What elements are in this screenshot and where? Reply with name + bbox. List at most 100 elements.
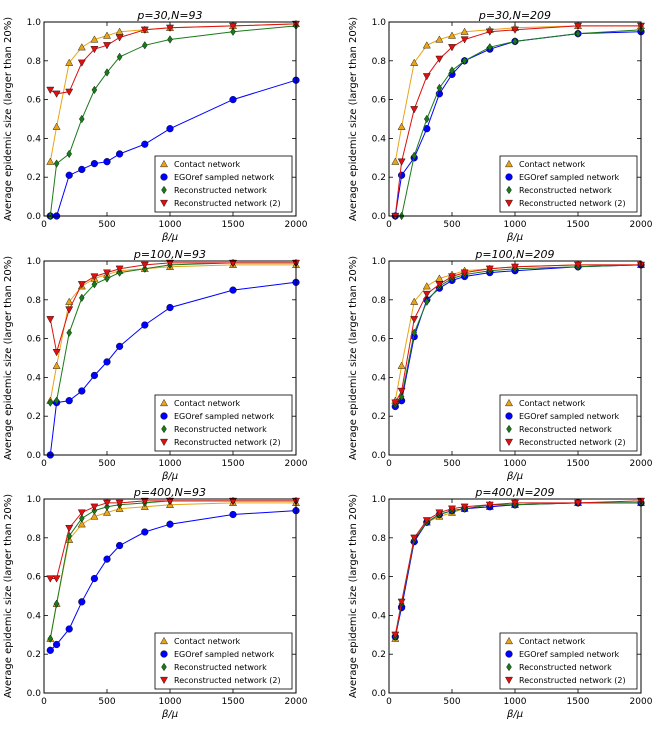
- data-point: [448, 44, 456, 52]
- legend-entry: EGOref sampled network: [174, 173, 275, 182]
- series-line: [50, 262, 296, 404]
- data-point: [65, 297, 74, 305]
- legend-marker: [505, 636, 513, 645]
- data-point: [66, 328, 72, 337]
- legend-entry: Contact network: [174, 399, 241, 408]
- chart-title: p=100,N=93: [133, 248, 206, 261]
- plot-area: [391, 260, 645, 411]
- y-tick-label: 1.0: [372, 18, 387, 28]
- x-tick-label: 0: [386, 220, 392, 230]
- legend-box: [154, 632, 293, 690]
- data-point: [460, 503, 469, 511]
- x-tick-label: 2000: [285, 220, 308, 230]
- data-point: [448, 31, 456, 39]
- x-axis-label: β/μ: [506, 709, 523, 720]
- chart-title: p=400,N=93: [133, 486, 206, 499]
- legend-marker: [160, 159, 168, 168]
- series-egoref: [391, 261, 645, 411]
- data-point: [103, 31, 111, 39]
- data-point: [79, 514, 85, 523]
- legend: Contact network EGOref sampled network Rec…: [154, 394, 293, 452]
- data-point: [422, 517, 431, 525]
- series-contact: [46, 19, 300, 165]
- data-point: [47, 634, 54, 643]
- data-point: [46, 86, 55, 94]
- y-tick-label: 0.4: [27, 611, 42, 621]
- series-reconstructed2: [46, 497, 300, 583]
- legend-marker: [161, 185, 167, 195]
- legend-entry: Reconstructed network (2): [174, 438, 281, 447]
- x-tick-label: 0: [386, 697, 392, 707]
- y-axis-label: Average epidemic size (larger than 20%): [3, 17, 14, 221]
- x-tick-label: 1000: [159, 220, 182, 230]
- data-point: [166, 24, 174, 32]
- x-tick-label: 1500: [222, 220, 245, 230]
- series-line: [394, 502, 641, 639]
- legend: Contact network EGOref sampled network Rec…: [154, 632, 293, 690]
- data-point: [52, 90, 61, 98]
- y-tick-label: 0.8: [27, 534, 42, 544]
- data-point: [103, 358, 111, 366]
- legend-box: [499, 155, 638, 213]
- x-tick-label: 1500: [222, 459, 245, 469]
- series-line: [394, 502, 641, 637]
- series-egoref: [46, 76, 300, 220]
- plot-area: [391, 21, 645, 221]
- legend-entry: Reconstructed network (2): [519, 199, 626, 208]
- x-tick-label: 1000: [159, 459, 182, 469]
- series-line: [50, 23, 297, 95]
- data-point: [142, 41, 148, 50]
- x-tick-label: 500: [98, 220, 115, 230]
- y-tick-label: 0.2: [372, 173, 386, 183]
- data-point: [78, 387, 86, 395]
- legend-marker: [160, 636, 168, 645]
- chart-title: p=30,N=209: [478, 9, 551, 22]
- data-point: [436, 83, 443, 93]
- data-point: [229, 510, 237, 519]
- x-tick-label: 500: [443, 459, 460, 469]
- data-point: [574, 22, 582, 30]
- data-point: [104, 274, 110, 283]
- data-point: [46, 316, 55, 324]
- data-point: [511, 263, 519, 271]
- y-tick-label: 0.6: [372, 573, 387, 583]
- data-point: [115, 34, 124, 42]
- data-point: [422, 282, 431, 290]
- legend-marker: [160, 412, 168, 420]
- y-tick-label: 1.0: [27, 18, 42, 28]
- data-point: [511, 26, 519, 34]
- data-point: [460, 36, 469, 44]
- data-point: [79, 293, 85, 303]
- legend-entry: Contact network: [174, 160, 241, 169]
- data-point: [53, 396, 60, 405]
- data-point: [229, 259, 237, 267]
- data-point: [422, 73, 431, 81]
- y-tick-label: 1.0: [27, 257, 42, 267]
- legend-marker: [505, 173, 513, 181]
- series-reconstructed: [47, 496, 299, 643]
- data-point: [435, 509, 444, 517]
- data-point: [52, 122, 61, 130]
- data-point: [77, 59, 86, 67]
- series-reconstructed: [392, 498, 644, 641]
- series-reconstructed2: [391, 261, 645, 407]
- data-point: [65, 525, 74, 533]
- data-point: [52, 361, 61, 369]
- y-tick-label: 0.8: [27, 296, 42, 306]
- legend-marker: [506, 185, 512, 195]
- legend: Contact network EGOref sampled network Rec…: [499, 632, 638, 690]
- legend-marker: [505, 398, 513, 407]
- legend-marker: [505, 199, 513, 208]
- legend-entry: Reconstructed network (2): [519, 438, 626, 447]
- data-point: [103, 158, 111, 166]
- legend-box: [154, 155, 293, 213]
- plot-area: [46, 258, 300, 459]
- series-contact: [46, 498, 300, 642]
- data-point: [229, 22, 237, 30]
- data-point: [46, 157, 55, 165]
- plot-area: [391, 497, 645, 642]
- data-point: [103, 508, 111, 516]
- legend: Contact network EGOref sampled network Rec…: [499, 155, 638, 213]
- data-point: [78, 598, 86, 606]
- series-line: [49, 510, 297, 651]
